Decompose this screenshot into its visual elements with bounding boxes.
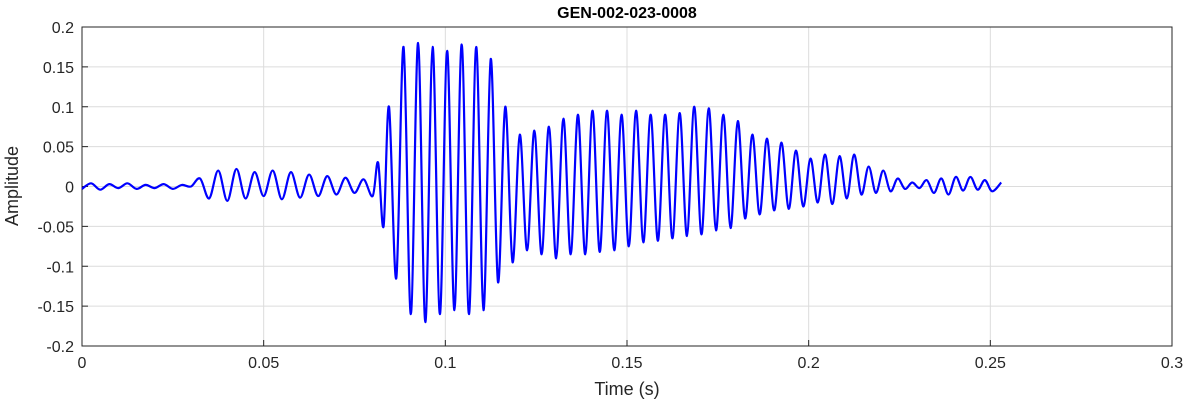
- y-tick-label: -0.15: [38, 299, 75, 316]
- y-tick-label: -0.1: [46, 259, 74, 276]
- x-tick-label: 0.25: [975, 355, 1006, 372]
- x-tick-label: 0.05: [248, 355, 279, 372]
- series-line: [81, 41, 1003, 324]
- y-tick-label: -0.05: [38, 219, 75, 236]
- y-tick-label: 0: [65, 180, 74, 197]
- chart-title: GEN-002-023-0008: [557, 5, 697, 22]
- series-layer: [81, 41, 1003, 324]
- y-axis-label: Amplitude: [2, 146, 22, 226]
- y-tick-label: 0.15: [43, 60, 74, 77]
- x-tick-label: 0: [78, 355, 87, 372]
- grid: [81, 26, 1173, 347]
- x-tick-label: 0.15: [611, 355, 642, 372]
- y-tick-label: 0.1: [52, 100, 74, 117]
- x-axis-label: Time (s): [594, 379, 659, 399]
- axis-ticks: 0 0.05 0.1 0.15 0.2 0.25 0.3 -0.2 -0.15 -0.1 -0.05…: [38, 20, 1184, 372]
- x-tick-label: 0.1: [434, 355, 456, 372]
- y-tick-label: 0.05: [43, 140, 74, 157]
- x-tick-label: 0.2: [798, 355, 820, 372]
- y-tick-label: 0.2: [52, 20, 74, 37]
- x-tick-label: 0.3: [1161, 355, 1183, 372]
- y-tick-label: -0.2: [46, 339, 74, 356]
